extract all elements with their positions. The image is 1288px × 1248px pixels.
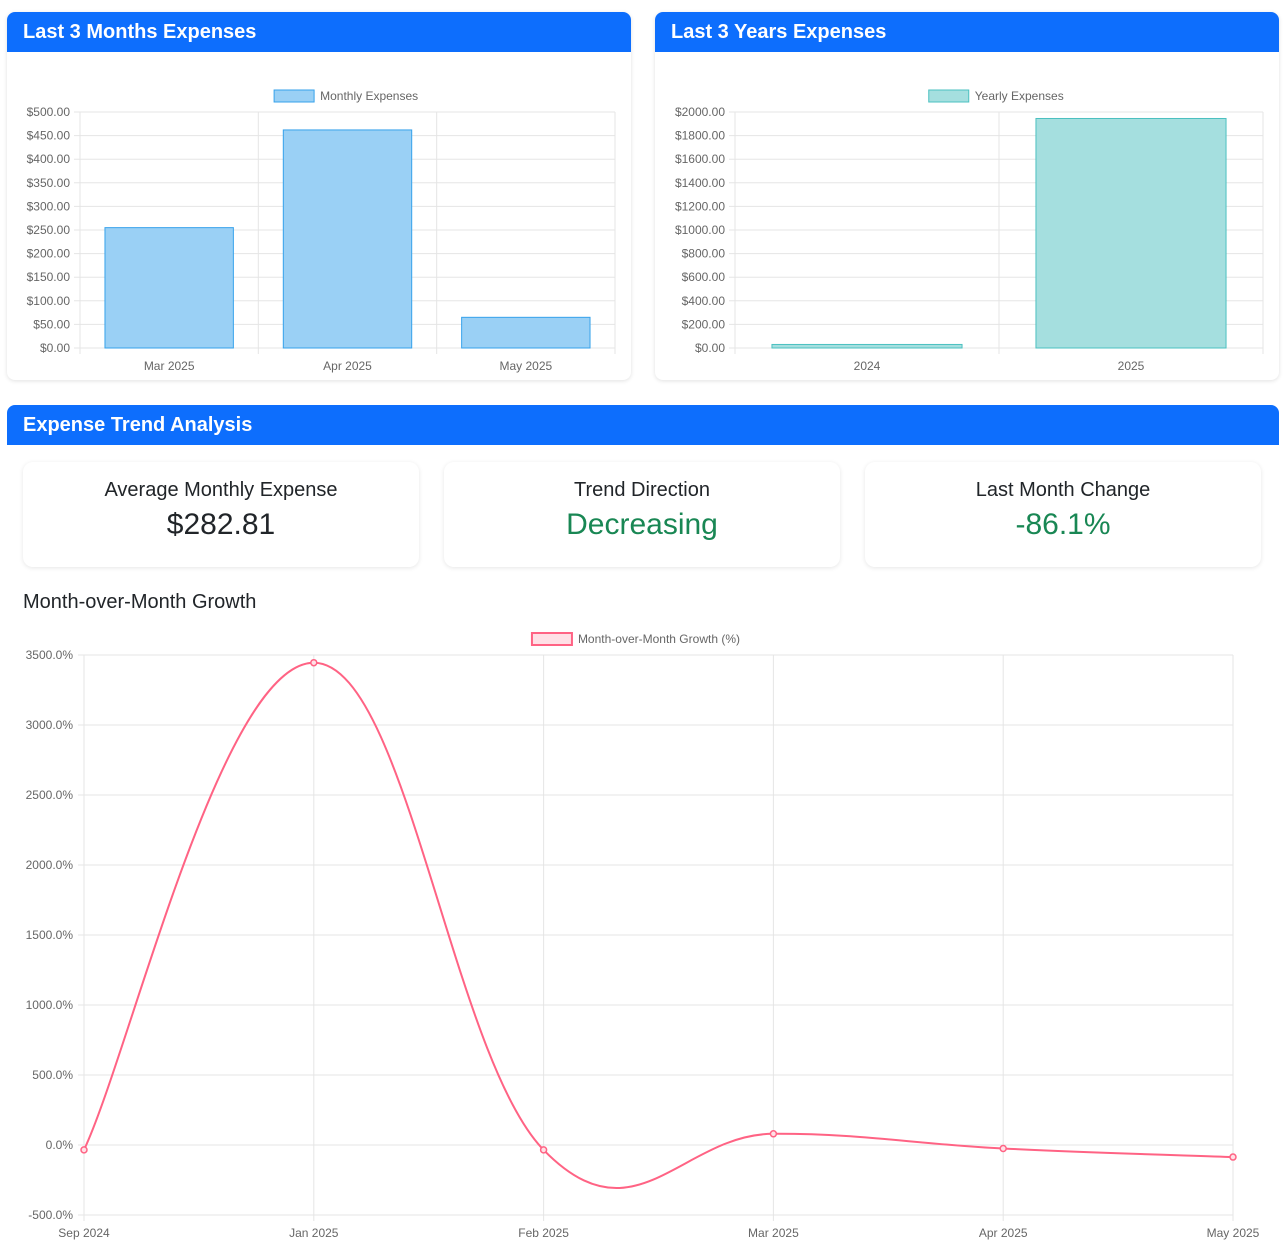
x-tick-label: 2025	[1118, 359, 1145, 373]
y-tick-label: $1600.00	[675, 152, 725, 166]
y-tick-label: 3000.0%	[26, 718, 74, 732]
y-tick-label: 2500.0%	[26, 788, 74, 802]
x-tick-label: Mar 2025	[748, 1226, 799, 1240]
x-tick-label: Feb 2025	[518, 1226, 569, 1240]
stat-value: -86.1%	[1015, 508, 1111, 541]
trend-card-title: Expense Trend Analysis	[7, 405, 1279, 445]
data-point	[999, 1144, 1007, 1153]
y-tick-label: $200.00	[27, 247, 71, 261]
monthly-expenses-card: Last 3 Months Expenses Monthly Expenses $…	[7, 12, 631, 380]
y-tick-label: $1000.00	[675, 223, 725, 237]
data-point	[310, 658, 318, 667]
stat-trend-direction: Trend Direction Decreasing	[444, 462, 840, 567]
y-tick-label: $250.00	[27, 223, 71, 237]
y-tick-label: $150.00	[27, 270, 71, 284]
y-tick-label: $450.00	[27, 129, 71, 143]
data-point	[539, 1146, 548, 1154]
bar	[1035, 117, 1227, 349]
y-tick-label: 1000.0%	[26, 998, 74, 1012]
monthly-expenses-chart: Monthly Expenses $500.00 $450.00 $400.00 $35…	[27, 89, 616, 373]
y-tick-label: 0.0%	[46, 1138, 74, 1152]
y-tick-label: $0.00	[40, 341, 70, 355]
monthly-card-title: Last 3 Months Expenses	[7, 12, 631, 52]
bar	[771, 343, 963, 349]
y-tick-label: $600.00	[682, 270, 726, 284]
legend-label: Month-over-Month Growth (%)	[578, 632, 740, 646]
y-tick-label: $2000.00	[675, 105, 725, 119]
y-tick-label: $500.00	[27, 105, 71, 119]
data-point	[769, 1130, 778, 1138]
stat-label: Trend Direction	[574, 479, 710, 501]
x-tick-label: May 2025	[1207, 1226, 1260, 1240]
data-point	[80, 1146, 88, 1154]
y-tick-label: $0.00	[695, 341, 725, 355]
y-tick-label: 1500.0%	[26, 928, 74, 942]
yearly-expenses-card: Last 3 Years Expenses Yearly Expenses $20…	[655, 12, 1279, 380]
x-tick-label: Apr 2025	[323, 359, 372, 373]
bar	[461, 316, 591, 349]
stat-average-monthly: Average Monthly Expense $282.81	[23, 462, 419, 567]
bar	[104, 227, 234, 349]
stat-value: Decreasing	[566, 508, 718, 541]
y-tick-label: 2000.0%	[26, 858, 74, 872]
y-tick-label: $300.00	[27, 199, 71, 213]
growth-section-title: Month-over-Month Growth	[23, 591, 257, 613]
y-tick-label: $200.00	[682, 317, 726, 331]
series-line	[83, 661, 1234, 1189]
y-tick-label: $50.00	[33, 317, 70, 331]
stat-label: Last Month Change	[975, 479, 1151, 501]
yearly-card-title: Last 3 Years Expenses	[655, 12, 1279, 52]
y-tick-label: $350.00	[27, 176, 71, 190]
y-tick-label: $400.00	[27, 152, 71, 166]
stat-last-month-change: Last Month Change -86.1%	[865, 462, 1261, 567]
data-point	[1229, 1153, 1237, 1161]
y-tick-label: 3500.0%	[26, 648, 74, 662]
bar	[282, 129, 413, 349]
x-tick-label: 2024	[854, 359, 881, 373]
legend-label: Yearly Expenses	[975, 89, 1064, 103]
y-tick-label: $1800.00	[675, 129, 725, 143]
growth-line-chart: Month-over-Month Growth (%) 3500.0% 3000.0…	[26, 632, 1260, 1240]
y-tick-label: 500.0%	[32, 1068, 73, 1082]
legend-swatch	[928, 89, 970, 103]
legend-label: Monthly Expenses	[320, 89, 418, 103]
legend-swatch	[530, 632, 573, 646]
y-tick-label: $800.00	[682, 247, 726, 261]
y-tick-label: $1400.00	[675, 176, 725, 190]
x-tick-label: Apr 2025	[979, 1226, 1028, 1240]
x-tick-label: May 2025	[499, 359, 552, 373]
y-tick-label: $400.00	[682, 294, 726, 308]
x-tick-label: Jan 2025	[289, 1226, 339, 1240]
y-tick-label: -500.0%	[28, 1208, 73, 1222]
y-tick-label: $100.00	[27, 294, 71, 308]
stat-label: Average Monthly Expense	[104, 479, 338, 501]
y-tick-label: $1200.00	[675, 199, 725, 213]
legend-swatch	[273, 89, 315, 103]
stat-value: $282.81	[166, 508, 276, 541]
x-tick-label: Mar 2025	[144, 359, 195, 373]
x-tick-label: Sep 2024	[58, 1226, 110, 1240]
yearly-expenses-chart: Yearly Expenses $2000.00 $1800.00 $1600.00 $…	[675, 89, 1264, 373]
